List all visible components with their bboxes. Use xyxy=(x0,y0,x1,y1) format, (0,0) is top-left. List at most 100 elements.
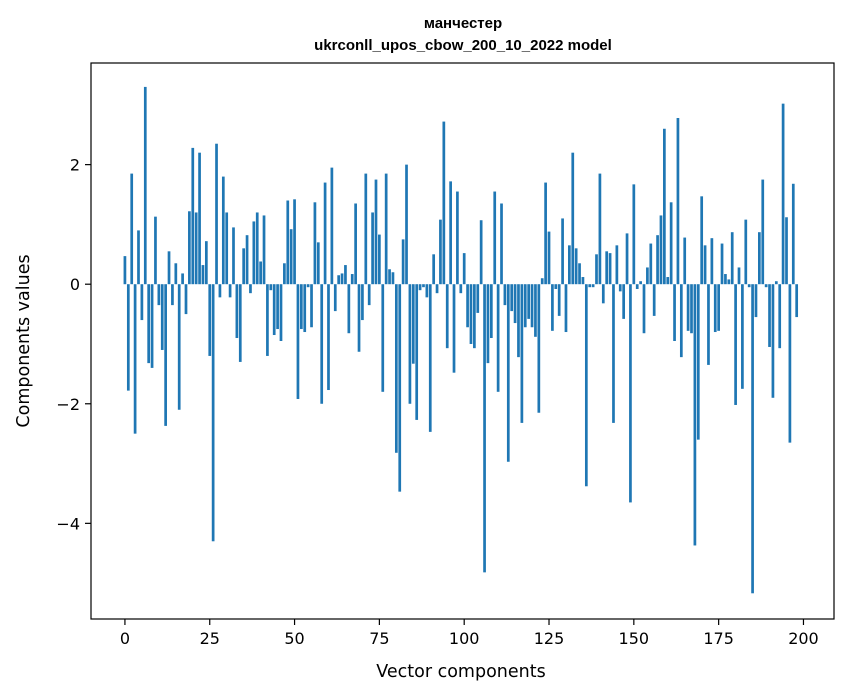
bar-14 xyxy=(171,284,174,306)
x-tick-label: 0 xyxy=(120,629,130,648)
bar-157 xyxy=(656,235,659,285)
bar-140 xyxy=(598,173,602,285)
bar-86 xyxy=(415,284,419,420)
bar-180 xyxy=(734,284,737,405)
bar-10 xyxy=(157,284,161,306)
bar-183 xyxy=(744,219,748,285)
x-tick-label: 150 xyxy=(619,629,650,648)
bar-46 xyxy=(279,284,283,341)
bar-177 xyxy=(724,274,727,285)
bar-109 xyxy=(493,191,497,285)
bar-50 xyxy=(293,199,296,285)
bar-36 xyxy=(245,235,249,285)
bar-189 xyxy=(764,284,768,288)
x-tick-label: 175 xyxy=(703,629,734,648)
bar-153 xyxy=(642,284,646,334)
bar-52 xyxy=(299,284,303,330)
bar-97 xyxy=(452,284,456,373)
bar-68 xyxy=(354,203,357,285)
bar-127 xyxy=(554,284,558,289)
x-tick-label: 200 xyxy=(788,629,819,648)
bar-104 xyxy=(476,284,480,313)
x-tick-label: 25 xyxy=(200,629,220,648)
bar-198 xyxy=(795,284,799,318)
bar-31 xyxy=(228,284,232,298)
bar-23 xyxy=(201,265,205,285)
bar-164 xyxy=(679,284,683,358)
bar-151 xyxy=(635,284,639,289)
bar-136 xyxy=(584,284,588,487)
bar-28 xyxy=(218,284,222,298)
bar-149 xyxy=(629,284,632,503)
bar-166 xyxy=(686,284,690,331)
bar-108 xyxy=(489,284,493,339)
plot-frame xyxy=(90,62,835,620)
bar-131 xyxy=(568,245,571,285)
bar-98 xyxy=(456,191,459,285)
bar-158 xyxy=(659,215,663,285)
chart-title-line-1: манчестер xyxy=(424,15,502,32)
bar-122 xyxy=(537,284,541,413)
bar-77 xyxy=(384,173,388,285)
bar-111 xyxy=(500,203,503,285)
bar-12 xyxy=(164,284,167,426)
bar-35 xyxy=(242,248,246,285)
y-axis-ticks: −4 −2 0 2 xyxy=(56,156,91,533)
bar-146 xyxy=(618,284,622,292)
x-tick-label: 50 xyxy=(284,629,304,648)
bar-65 xyxy=(344,265,347,285)
x-axis-ticks: 0 25 50 75 100 125 150 175 200 xyxy=(120,619,819,648)
bar-66 xyxy=(347,284,351,334)
bar-186 xyxy=(754,284,758,318)
bar-40 xyxy=(259,261,262,285)
bar-144 xyxy=(612,284,615,423)
bar-182 xyxy=(741,284,744,389)
bar-69 xyxy=(357,284,361,352)
bar-63 xyxy=(337,275,341,285)
bar-5 xyxy=(140,284,144,321)
bar-4 xyxy=(137,230,140,285)
bar-139 xyxy=(595,254,598,285)
bar-38 xyxy=(252,221,256,285)
bar-167 xyxy=(690,284,693,334)
bar-115 xyxy=(513,284,517,324)
bar-42 xyxy=(266,284,269,356)
bar-88 xyxy=(422,284,425,288)
bar-102 xyxy=(469,284,473,344)
bar-1 xyxy=(126,284,130,391)
bar-71 xyxy=(364,173,368,285)
bar-41 xyxy=(262,215,266,285)
bar-155 xyxy=(649,243,653,285)
bar-70 xyxy=(361,284,364,321)
bar-17 xyxy=(181,273,184,285)
bar-154 xyxy=(646,267,649,285)
bar-29 xyxy=(221,176,225,285)
bar-87 xyxy=(418,284,422,291)
chart-title-line-2: ukrconll_upos_cbow_200_10_2022 model xyxy=(314,37,612,54)
bar-43 xyxy=(269,284,273,291)
bar-76 xyxy=(381,284,385,392)
bar-114 xyxy=(510,284,514,312)
bar-120 xyxy=(530,284,534,328)
bar-195 xyxy=(785,217,788,285)
bar-39 xyxy=(255,212,259,285)
bar-24 xyxy=(204,241,208,285)
y-tick-label: −2 xyxy=(56,395,80,414)
bar-110 xyxy=(496,284,500,392)
bar-185 xyxy=(751,284,754,594)
bar-119 xyxy=(527,284,531,319)
bar-103 xyxy=(473,284,476,349)
bar-91 xyxy=(432,254,436,285)
bar-100 xyxy=(462,253,466,285)
bar-107 xyxy=(486,284,490,364)
bar-79 xyxy=(391,272,395,285)
bar-179 xyxy=(730,232,734,285)
bar-194 xyxy=(781,103,785,285)
bar-137 xyxy=(588,284,592,288)
bar-191 xyxy=(771,284,775,398)
bar-90 xyxy=(428,284,432,432)
bar-92 xyxy=(435,284,439,294)
bar-160 xyxy=(666,277,670,285)
bar-89 xyxy=(425,284,429,298)
